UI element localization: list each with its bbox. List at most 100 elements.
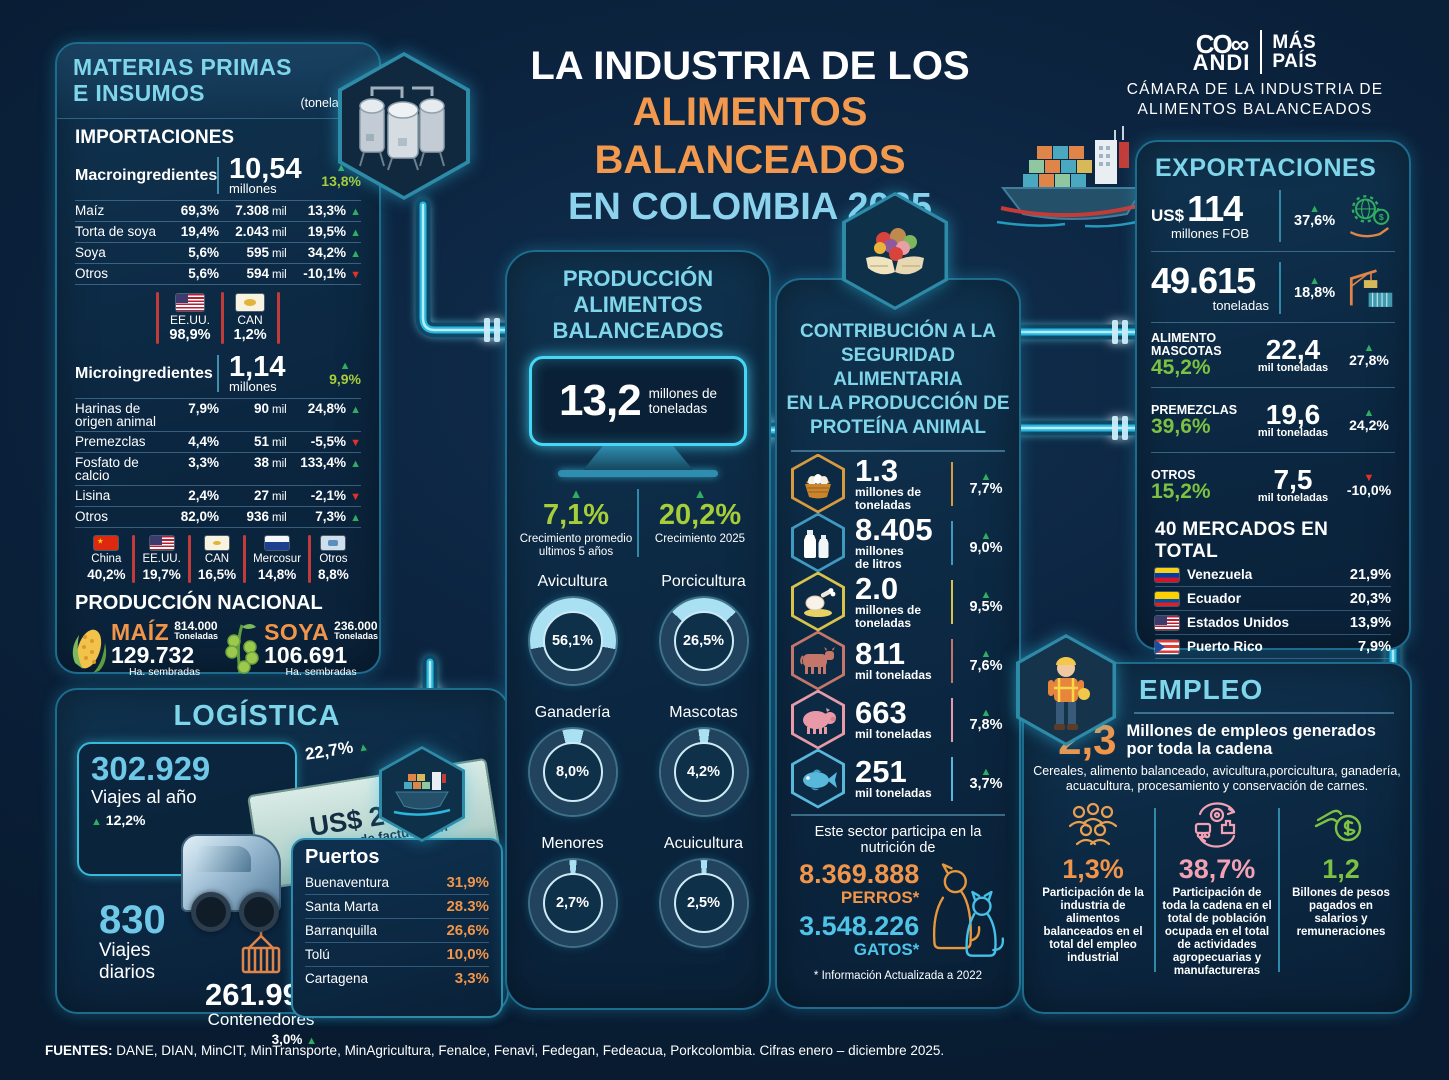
donut-mascotas: Mascotas 4,2% (660, 704, 747, 815)
materias-title: MATERIAS PRIMAS E INSUMOS (73, 54, 292, 106)
donut-ganaderia: Ganadería 8,0% (529, 704, 616, 815)
chicken-icon (804, 587, 836, 617)
milk-icon (804, 529, 829, 558)
hands-with-food-icon (866, 228, 924, 275)
pork-icon (803, 707, 836, 734)
andi-logo: CO∞ ANDI (1192, 29, 1251, 75)
table-row: Torta de soya 19,4% 2.043 mil 19,5% ▲ (75, 222, 361, 243)
can-flag-icon (204, 536, 229, 550)
fuentes-footer: FUENTES: DANE, DIAN, MinCIT, MinTranspor… (45, 1043, 944, 1058)
table-row: Harinas de origen animal 7,9% 90 mil 24,8% ▲ (75, 398, 361, 432)
exportaciones-title: EXPORTACIONES (1155, 154, 1377, 182)
dog-cat-icon (933, 863, 1005, 957)
worker-icon (1048, 657, 1090, 730)
dogs-count: 8.369.888 (799, 859, 920, 889)
microingredientes-header: Microingredientes 1,14 millones ▲ 9,9% (75, 351, 361, 395)
table-row: Premezclas 4,4% 51 mil -5,5% ▼ (75, 432, 361, 453)
macroingredientes-header: Macroingredientes 10,54 millones ▲ 13,8% (75, 153, 361, 197)
puertos-title: Puertos (305, 846, 380, 868)
table-row: Maíz 69,3% 7.308 mil 13,3% ▲ (75, 200, 361, 222)
micro-origins: China 40,2% EE.UU. 19,7% CAN 16,5% Merco… (57, 535, 379, 583)
pet-nutrition-block: Este sector participa en la nutrición de… (777, 818, 1019, 982)
soy-icon (225, 624, 259, 674)
table-row: Fosfato de calcio 3,3% 38 mil 133,4% ▲ (75, 453, 361, 486)
donut-avicultura: Avicultura 56,1% (529, 573, 616, 684)
growth-2025: ▲ 20,2% Crecimiento 2025 (654, 486, 746, 545)
origin-can: CAN 1,2% (234, 293, 267, 343)
materias-primas-panel: MATERIAS PRIMAS E INSUMOS (toneladas) IM… (55, 42, 381, 677)
puerto-rico-flag-icon (1155, 639, 1179, 654)
beef-icon (800, 646, 835, 674)
microingredientes-table: Harinas de origen animal 7,9% 90 mil 24,8% ▲ … (75, 398, 361, 528)
protein-row-cerdo: 663 mil toneladas ▲ 7,8% (777, 689, 1019, 750)
china-flag-icon (94, 536, 119, 550)
export-category-premezclas: PREMEZCLAS 39,6% 19,6 mil toneladas ▲ 24,2% (1151, 398, 1389, 439)
usa-flag-icon (175, 293, 204, 311)
table-row: Barranquilla 26,6% (305, 919, 489, 943)
fish-icon (803, 769, 837, 790)
protein-row-pollo: 2.0 millones de toneladas ▲ 9,5% (777, 571, 1019, 632)
protein-row-res: 811 mil toneladas ▲ 7,6% (777, 630, 1019, 691)
usa-flag-icon (149, 536, 174, 550)
puertos-panel: Puertos Buenaventura 31,9% Santa Marta 28.… (291, 838, 503, 1018)
table-row: Soya 5,6% 595 mil 34,2% ▲ (75, 243, 361, 264)
species-donut-charts: Avicultura 56,1% Porcicultura 26,5% Gana… (507, 573, 769, 946)
camara-subtitle: CÁMARA DE LA INDUSTRIA DE ALIMENTOS BALA… (1126, 81, 1384, 118)
table-row: Tolú 10,0% (305, 943, 489, 967)
fuentes-label: FUENTES: (45, 1043, 113, 1058)
macro-origins: EE.UU. 98,9% CAN 1,2% (57, 292, 379, 344)
origin-china: China 40,2% (87, 536, 125, 582)
trend-icon: ▲ (339, 360, 351, 372)
monitor-base (558, 470, 718, 477)
logistica-title: LOGÍSTICA (173, 700, 341, 732)
andi-swirl-icon: CO∞ (1195, 29, 1250, 59)
money-hand-icon (1314, 809, 1362, 842)
export-fob-row: US$114 millones FOB ▲ 37,6% $ (1137, 183, 1409, 247)
export-category-otros: OTROS 15,2% 7,5 mil toneladas ▼ -10,0% (1151, 463, 1392, 504)
silos-illustration (338, 52, 470, 200)
otros-flag-icon (321, 536, 346, 550)
svg-text:$: $ (1378, 212, 1383, 222)
main-title-line1: LA INDUSTRIA DE LOS (530, 44, 970, 88)
cats-count: 3.548.226 (799, 911, 920, 941)
globe-money-hand-icon: $ (1349, 195, 1389, 238)
export-tonnes-row: 49.615 toneladas ▲ 18,8% (1137, 256, 1409, 318)
origin-can: CAN 16,5% (198, 536, 236, 582)
port-illustration (379, 746, 465, 842)
donut-porcicultura: Porcicultura 26,5% (660, 573, 747, 684)
origin-otros: Otros 8,8% (318, 536, 349, 582)
stat-cadena: 38,7% Participación de toda la cadena en… (1156, 802, 1278, 978)
table-row: Lisina 2,4% 27 mil -2,1% ▼ (75, 486, 361, 507)
growth-stats: ▲ 7,1% Crecimiento promedio ultimos 5 año… (519, 487, 757, 559)
people-group-icon (1068, 802, 1118, 846)
table-row: Cartagena 3,3% (305, 970, 489, 987)
empleo-stats: 1,3% Participación de la industria de al… (1032, 802, 1402, 978)
growth-avg: ▲ 7,1% Crecimiento promedio ultimos 5 año… (519, 486, 633, 558)
usa-flag-icon (1155, 615, 1179, 630)
protein-row-huevos: 1.3 millones de toneladas ▲ 7,7% (777, 453, 1019, 514)
importaciones-title: IMPORTACIONES (75, 127, 235, 148)
stat-salarios: 1,2 Billones de pesos pagados en salario… (1280, 802, 1402, 978)
silos-icon (359, 86, 445, 171)
logistica-panel: LOGÍSTICA 302.929 Viajes al año ▲ 12,2% … (55, 688, 509, 1047)
exportaciones-panel: EXPORTACIONES US$114 millones FOB ▲ 37,6%… (1135, 140, 1411, 679)
andi-logo-block: CO∞ ANDI MÁS PAÍS CÁMARA DE LA INDUSTRIA… (1085, 30, 1425, 120)
food-hands-illustration (842, 192, 948, 310)
protein-row-pescado: 251 mil toneladas ▲ 3,7% (777, 748, 1019, 809)
eggs-icon (805, 473, 831, 498)
table-row: Ecuador 20,3% (1155, 587, 1391, 611)
truck-growth: 22,7% ▲ (303, 737, 370, 764)
corn-icon (72, 629, 107, 673)
viajes-diarios: 830 Viajes diarios (99, 898, 166, 983)
produccion-nacional-title: PRODUCCIÓN NACIONAL (75, 592, 323, 614)
table-row: Buenaventura 31,9% (305, 871, 489, 895)
cargo-ship-icon (996, 126, 1146, 228)
can-flag-icon (236, 293, 265, 311)
produccion-panel: PRODUCCIÓN ALIMENTOS BALANCEADOS 13,2 mi… (505, 250, 771, 1010)
supply-chain-icon (1194, 802, 1236, 848)
soya-block: SOYA 236.000 Toneladas 106.691 Ha. sembr… (222, 619, 378, 679)
protein-row-leche: 8.405 millones de litros ▲ 9,0% (777, 512, 1019, 573)
trend-icon: ▲ (335, 162, 347, 174)
table-row: Otros 5,6% 594 mil -10,1% ▼ (75, 264, 361, 285)
